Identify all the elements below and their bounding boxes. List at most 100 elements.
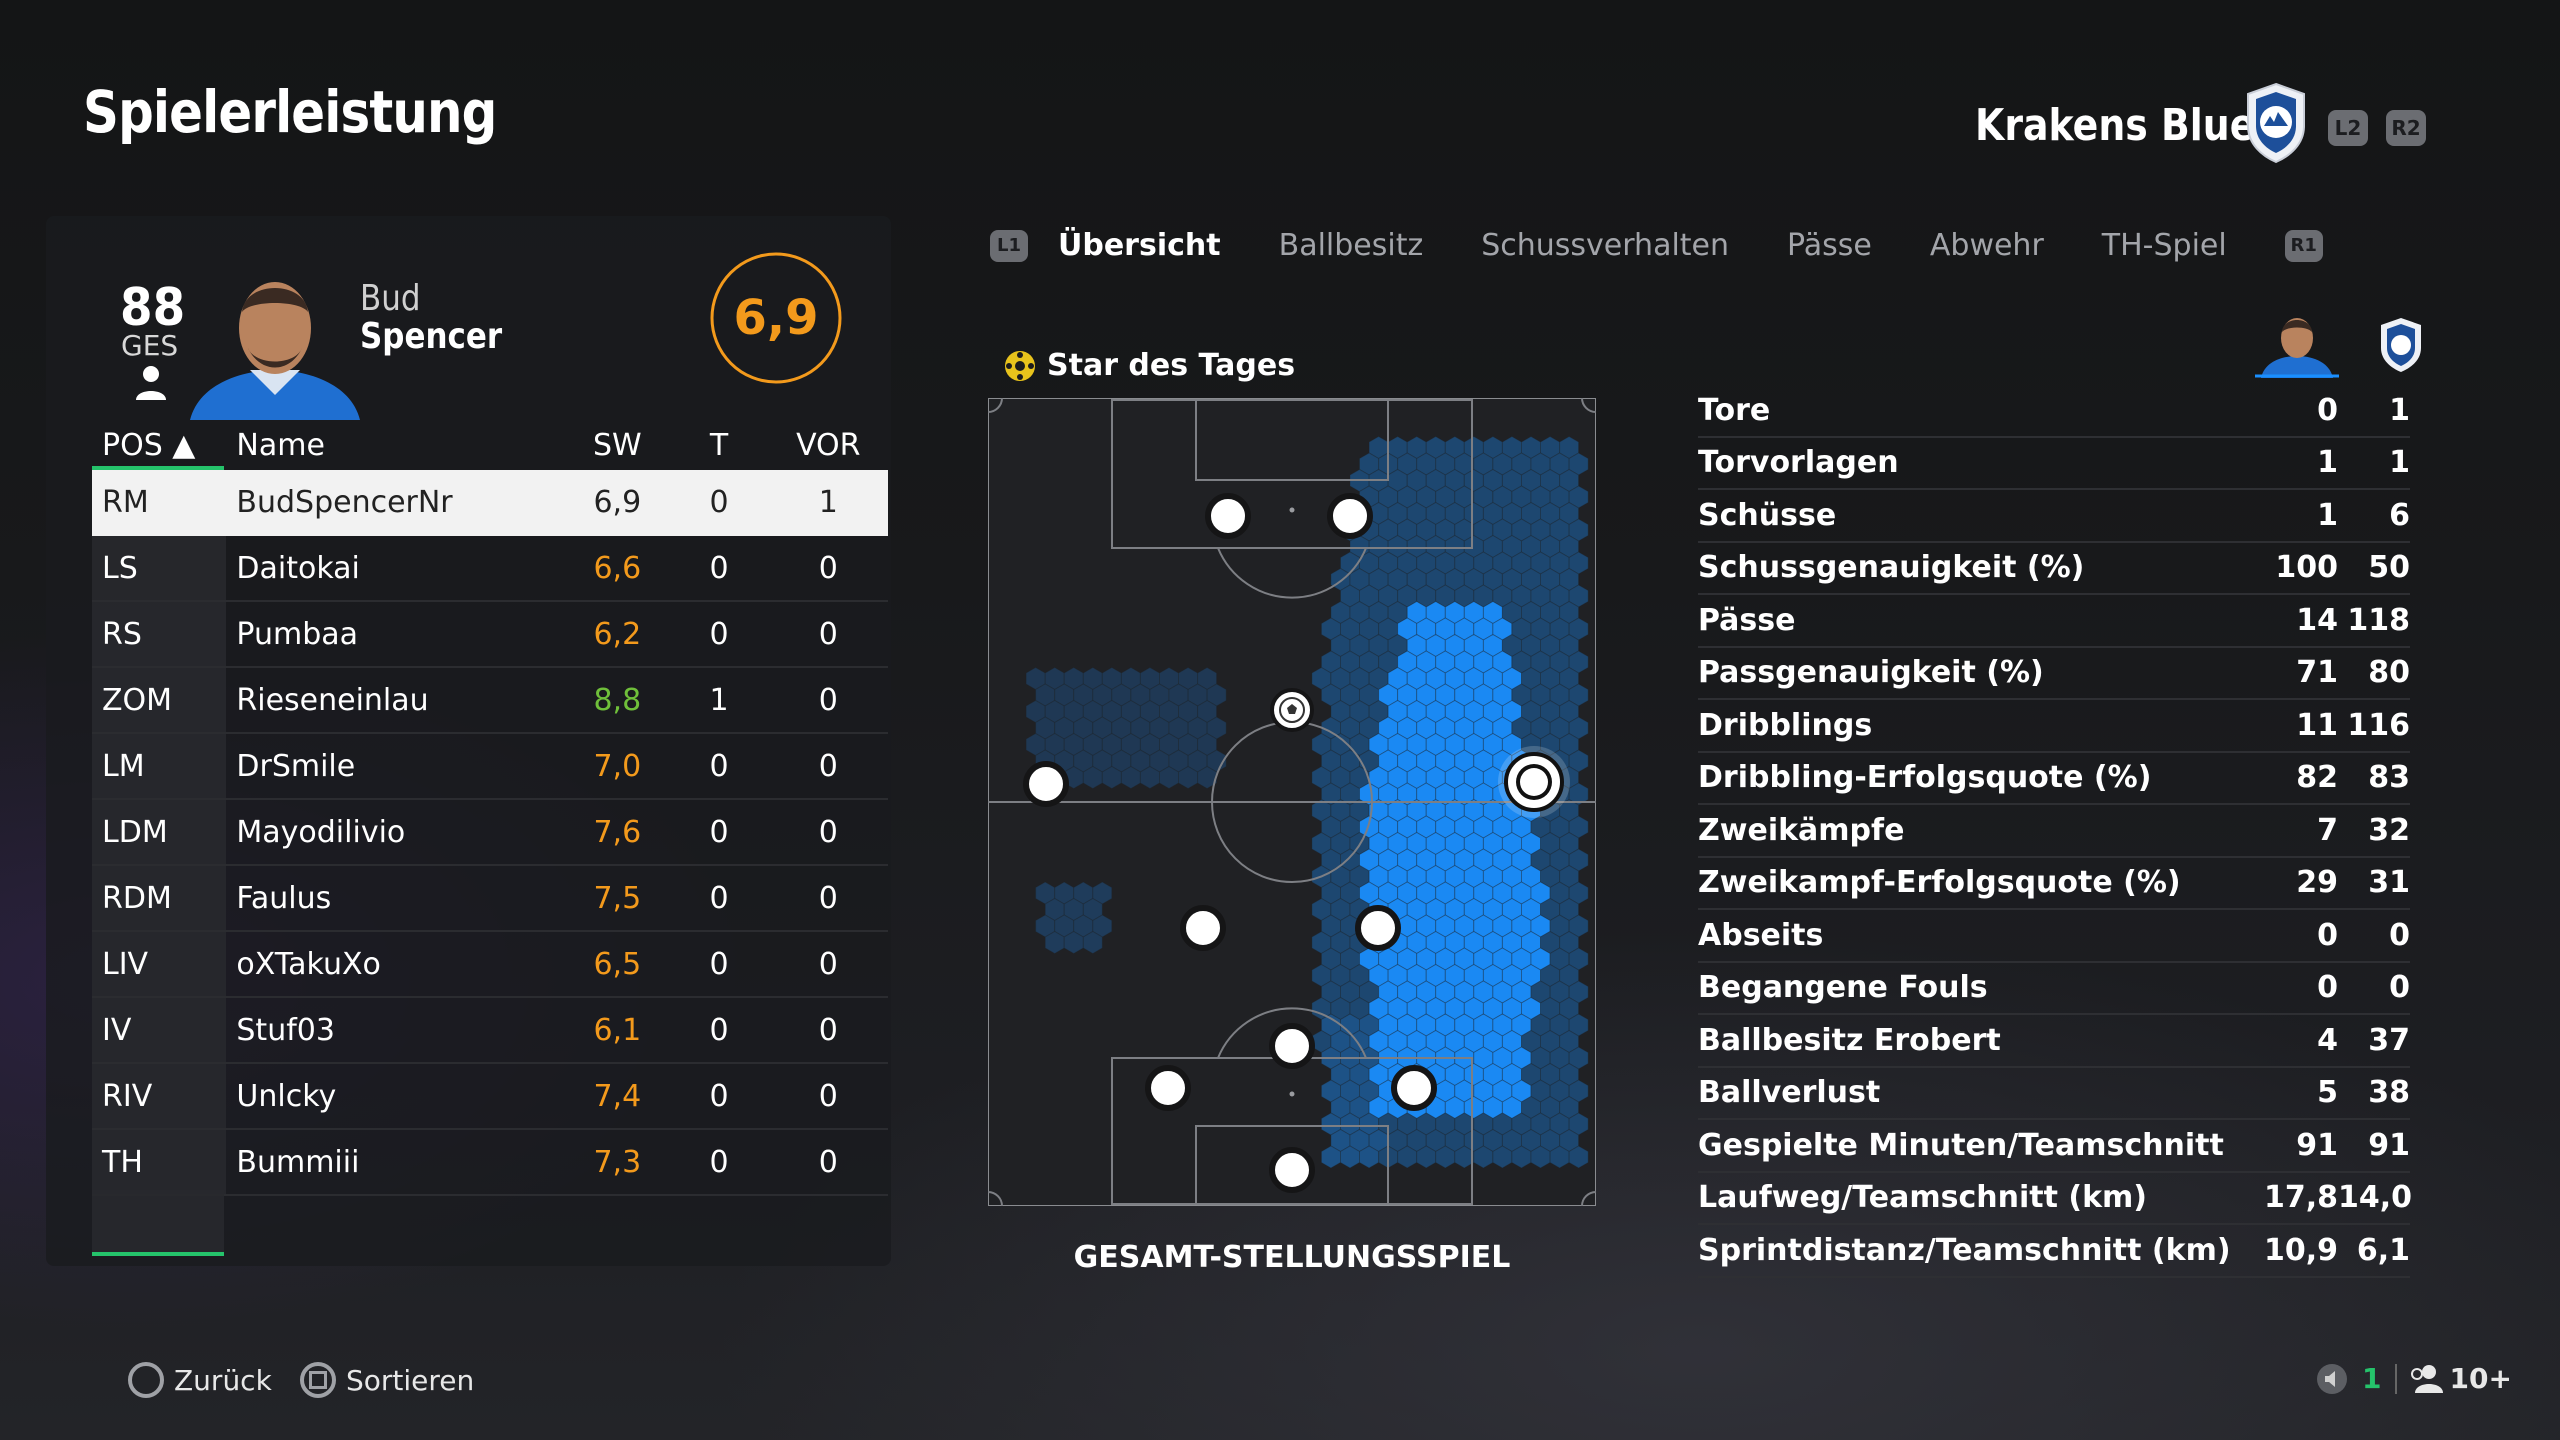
table-row[interactable]: LDM Mayodilivio 7,6 0 0 — [92, 799, 888, 866]
player-overall-label: GES — [121, 329, 179, 362]
tab-th-spiel[interactable]: TH-Spiel — [2101, 228, 2227, 263]
heat-cell — [1501, 435, 1522, 460]
selected-player-marker — [1498, 746, 1570, 818]
heat-cell — [1568, 716, 1589, 740]
heat-cell — [1549, 485, 1570, 509]
table-row[interactable]: ZOM Rieseneinlau 8,8 1 0 — [92, 667, 888, 734]
heat-cell — [1111, 683, 1132, 707]
heat-cell — [1073, 683, 1094, 707]
heat-cell — [1330, 831, 1351, 856]
table-row[interactable]: RDM Faulus 7,5 0 0 — [92, 865, 888, 932]
col-pos-header[interactable]: POS ▲ — [102, 427, 196, 463]
stat-player-value: 29 — [2296, 865, 2338, 901]
r1-button-icon[interactable]: R1 — [2284, 229, 2323, 262]
heat-cell — [1340, 650, 1360, 674]
heat-cell — [1168, 716, 1189, 740]
heat-cell — [1340, 584, 1360, 608]
heat-cell — [1530, 551, 1551, 575]
row-name: Mayodilivio — [226, 799, 566, 866]
table-row[interactable]: RM BudSpencerNr 6,9 0 1 — [92, 470, 888, 536]
heat-cell — [1416, 485, 1437, 509]
heat-cell — [1120, 699, 1141, 724]
stat-label: Abseits — [1698, 917, 1824, 953]
heat-cell — [1320, 980, 1341, 1004]
heat-cell — [1549, 452, 1570, 476]
heat-cell — [1406, 468, 1427, 493]
table-row[interactable]: LS Daitokai 6,6 0 0 — [92, 535, 888, 602]
heat-cell — [1359, 1112, 1380, 1136]
match-rating-ring — [710, 252, 842, 384]
heat-cell — [1435, 485, 1456, 509]
table-row[interactable]: LM DrSmile 7,0 0 0 — [92, 733, 888, 800]
col-name-header[interactable]: Name — [236, 427, 325, 463]
heat-cell — [1473, 452, 1494, 476]
heat-cell — [1454, 551, 1475, 575]
heat-cell — [1568, 1112, 1589, 1136]
heat-cell — [1416, 518, 1437, 542]
heat-cell — [1559, 798, 1580, 823]
heat-cell — [1025, 732, 1046, 757]
row-vor: 0 — [768, 1063, 888, 1130]
heat-cell — [1549, 650, 1570, 674]
col-sw-header[interactable]: SW — [592, 427, 642, 463]
row-vor: 0 — [768, 997, 888, 1064]
footer-back[interactable]: Zurück — [128, 1362, 272, 1398]
stat-player-value: 11 — [2296, 707, 2338, 743]
heat-cell — [1025, 699, 1046, 724]
heat-cell — [1511, 485, 1532, 509]
star-medal-icon — [1005, 350, 1035, 381]
heat-cell — [1549, 551, 1570, 575]
stat-team-value: 83 — [2368, 760, 2410, 796]
heat-cell — [1549, 947, 1570, 971]
heat-cell — [1425, 468, 1446, 493]
r2-button-icon[interactable]: R2 — [2386, 110, 2426, 146]
heat-cell — [1149, 683, 1170, 707]
row-sw: 8,8 — [565, 667, 670, 734]
heat-cell — [1082, 765, 1103, 790]
row-vor: 0 — [768, 667, 888, 734]
tab-paesse[interactable]: Pässe — [1787, 228, 1872, 263]
tab-schussverhalten[interactable]: Schussverhalten — [1481, 228, 1730, 263]
tab-abwehr[interactable]: Abwehr — [1929, 228, 2044, 263]
heat-cell — [1340, 683, 1360, 707]
heat-cell — [1063, 930, 1084, 955]
square-button-icon — [300, 1362, 336, 1398]
heat-cell — [1444, 567, 1465, 592]
stat-player-value: 0 — [2317, 917, 2338, 953]
table-header: POS ▲ Name SW T VOR — [92, 420, 888, 470]
heat-cell — [1378, 584, 1399, 608]
heat-cell — [1549, 683, 1570, 707]
heat-cell — [1540, 567, 1561, 592]
table-row[interactable]: IV Stuf03 6,1 0 0 — [92, 997, 888, 1064]
heat-cell — [1092, 749, 1113, 773]
col-t-header[interactable]: T — [709, 427, 729, 463]
l2-button-icon[interactable]: L2 — [2328, 110, 2368, 146]
person-icon — [136, 366, 166, 400]
heat-cell — [1397, 1145, 1418, 1169]
heat-cell — [1521, 699, 1541, 724]
col-vor-header[interactable]: VOR — [796, 427, 861, 463]
stat-player-value: 82 — [2296, 760, 2338, 796]
heat-cell — [1139, 765, 1160, 790]
heat-cell — [1511, 551, 1532, 575]
heat-cell — [1311, 666, 1332, 691]
stat-team-value: 6 — [2389, 497, 2410, 533]
heat-cell — [1568, 914, 1589, 938]
tab-uebersicht[interactable]: Übersicht — [1058, 228, 1221, 263]
tab-ballbesitz[interactable]: Ballbesitz — [1278, 228, 1424, 263]
stat-label: Gespielte Minuten/Teamschnitt — [1698, 1127, 2224, 1163]
heat-cell — [1330, 1029, 1351, 1054]
heat-cell — [1473, 518, 1494, 542]
l1-button-icon[interactable]: L1 — [990, 229, 1028, 262]
heat-cell — [1368, 600, 1389, 625]
table-row[interactable]: RS Pumbaa 6,2 0 0 — [92, 601, 888, 668]
table-row[interactable]: TH Bummiii 7,3 0 0 — [92, 1129, 888, 1196]
heat-cell — [1159, 765, 1179, 790]
table-row[interactable]: LIV oXTakuXo 6,5 0 0 — [92, 931, 888, 998]
heat-cell — [1482, 567, 1503, 592]
stat-player-value: 14 — [2296, 602, 2338, 638]
heat-cell — [1530, 1046, 1551, 1070]
footer-sort[interactable]: Sortieren — [300, 1362, 474, 1398]
table-row[interactable]: RIV Unlcky 7,4 0 0 — [92, 1063, 888, 1130]
heat-cell — [1073, 914, 1094, 938]
